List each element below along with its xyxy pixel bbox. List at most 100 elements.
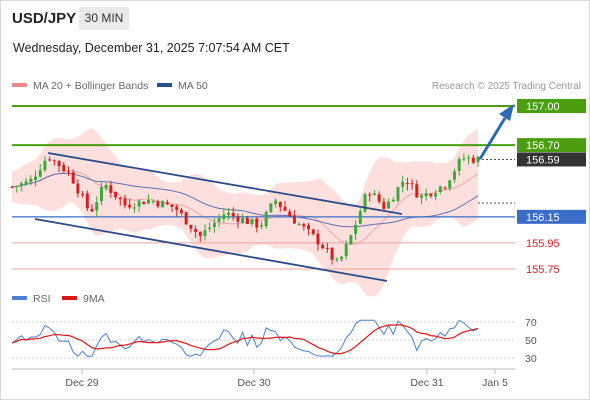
level-label-3: 155.95 — [526, 238, 560, 250]
candle-body-40 — [198, 232, 202, 236]
candle-body-78 — [377, 194, 381, 202]
candle-body-81 — [391, 199, 395, 202]
candle-body-3 — [24, 181, 28, 185]
current-price-box — [517, 152, 586, 167]
ma50-swatch — [157, 83, 172, 88]
level-label-1: 156.70 — [526, 140, 560, 152]
candle-body-85 — [410, 183, 414, 185]
candle-body-33 — [165, 202, 169, 205]
candle-body-82 — [396, 187, 400, 201]
candle-body-1 — [15, 186, 19, 188]
legend-rsi-ma: 9MA — [62, 293, 105, 305]
candle-body-75 — [363, 194, 367, 212]
candle-body-64 — [311, 229, 315, 235]
candle-body-79 — [382, 201, 386, 209]
candle-body-36 — [179, 209, 183, 214]
candle-body-59 — [288, 211, 292, 217]
candle-body-57 — [278, 201, 282, 207]
candle-body-52 — [255, 218, 259, 228]
rsi-ma-line — [11, 324, 479, 355]
candle-body-0 — [10, 186, 14, 188]
candle-body-11 — [62, 165, 66, 172]
candle-body-15 — [81, 193, 85, 195]
candles — [10, 153, 480, 265]
candle-body-22 — [114, 191, 118, 198]
rsi-swatch — [12, 296, 27, 301]
channel-lower-line — [34, 218, 388, 282]
candle-body-60 — [292, 215, 296, 224]
candle-body-32 — [161, 201, 165, 208]
candle-body-37 — [184, 212, 188, 225]
x-tick-label-3: Jan 5 — [482, 377, 508, 389]
x-tick-label-0: Dec 29 — [65, 377, 98, 389]
timestamp: Wednesday, December 31, 2025 7:07:54 AM … — [13, 41, 290, 55]
candle-body-54 — [264, 212, 268, 227]
candle-body-72 — [349, 235, 353, 245]
candle-body-4 — [29, 178, 33, 183]
candle-body-48 — [236, 216, 240, 222]
level-label-0: 157.00 — [526, 101, 560, 113]
candle-body-84 — [405, 183, 409, 185]
candle-body-67 — [325, 247, 329, 249]
timeframe-badge[interactable]: 30 MIN — [79, 7, 129, 30]
candle-body-87 — [420, 195, 424, 198]
x-tick-label-2: Dec 31 — [410, 377, 443, 389]
candle-body-92 — [443, 187, 447, 189]
candle-body-9 — [52, 160, 56, 162]
candle-body-68 — [330, 247, 334, 260]
candle-body-39 — [194, 229, 198, 232]
channel-upper-line — [47, 152, 403, 215]
candle-body-16 — [85, 193, 89, 209]
candle-body-38 — [189, 224, 193, 229]
candle-body-19 — [99, 187, 103, 202]
candle-body-58 — [283, 206, 287, 211]
research-credit: Research © 2025 Trading Central — [431, 81, 581, 92]
candle-body-99 — [476, 156, 480, 163]
candle-body-26 — [132, 207, 136, 209]
ma50-line — [11, 172, 479, 228]
candle-body-35 — [175, 206, 179, 211]
candle-body-74 — [358, 211, 362, 224]
rsi-tick-label-0: 70 — [525, 317, 537, 329]
candle-body-61 — [297, 224, 301, 226]
candle-body-21 — [109, 185, 113, 193]
candle-body-18 — [95, 202, 99, 211]
candle-body-76 — [368, 194, 372, 196]
candle-body-47 — [231, 212, 235, 216]
level-box-2 — [517, 209, 586, 224]
candle-body-89 — [429, 193, 433, 197]
candle-body-43 — [212, 222, 216, 228]
candle-body-77 — [372, 193, 376, 196]
candle-body-31 — [156, 201, 160, 207]
candle-body-83 — [401, 181, 405, 187]
candle-body-98 — [471, 157, 475, 163]
candle-body-96 — [462, 158, 466, 160]
candle-body-7 — [43, 160, 47, 171]
level-box-0 — [517, 99, 586, 113]
rsi-tick-label-1: 50 — [525, 335, 537, 347]
candle-body-90 — [434, 193, 438, 197]
candle-body-42 — [208, 227, 212, 230]
candle-body-56 — [274, 200, 278, 205]
candle-body-70 — [339, 256, 343, 260]
legend-ma50: MA 50 — [157, 80, 208, 92]
candle-body-20 — [104, 184, 108, 189]
level-label-4: 155.75 — [526, 264, 560, 276]
candle-body-34 — [170, 204, 174, 207]
candle-body-88 — [424, 193, 428, 197]
candle-body-65 — [316, 233, 320, 245]
candle-body-25 — [128, 204, 132, 208]
candle-body-66 — [321, 244, 325, 249]
candle-body-53 — [259, 225, 263, 227]
x-tick-label-1: Dec 30 — [237, 377, 270, 389]
candle-body-8 — [48, 159, 52, 161]
candle-body-23 — [118, 197, 122, 200]
candle-body-13 — [71, 172, 75, 184]
candle-body-73 — [354, 224, 358, 235]
candle-body-50 — [245, 217, 249, 224]
projection-arrow-head — [499, 104, 514, 121]
candle-body-91 — [438, 186, 442, 193]
candle-body-28 — [142, 201, 146, 205]
candle-body-55 — [269, 203, 273, 213]
